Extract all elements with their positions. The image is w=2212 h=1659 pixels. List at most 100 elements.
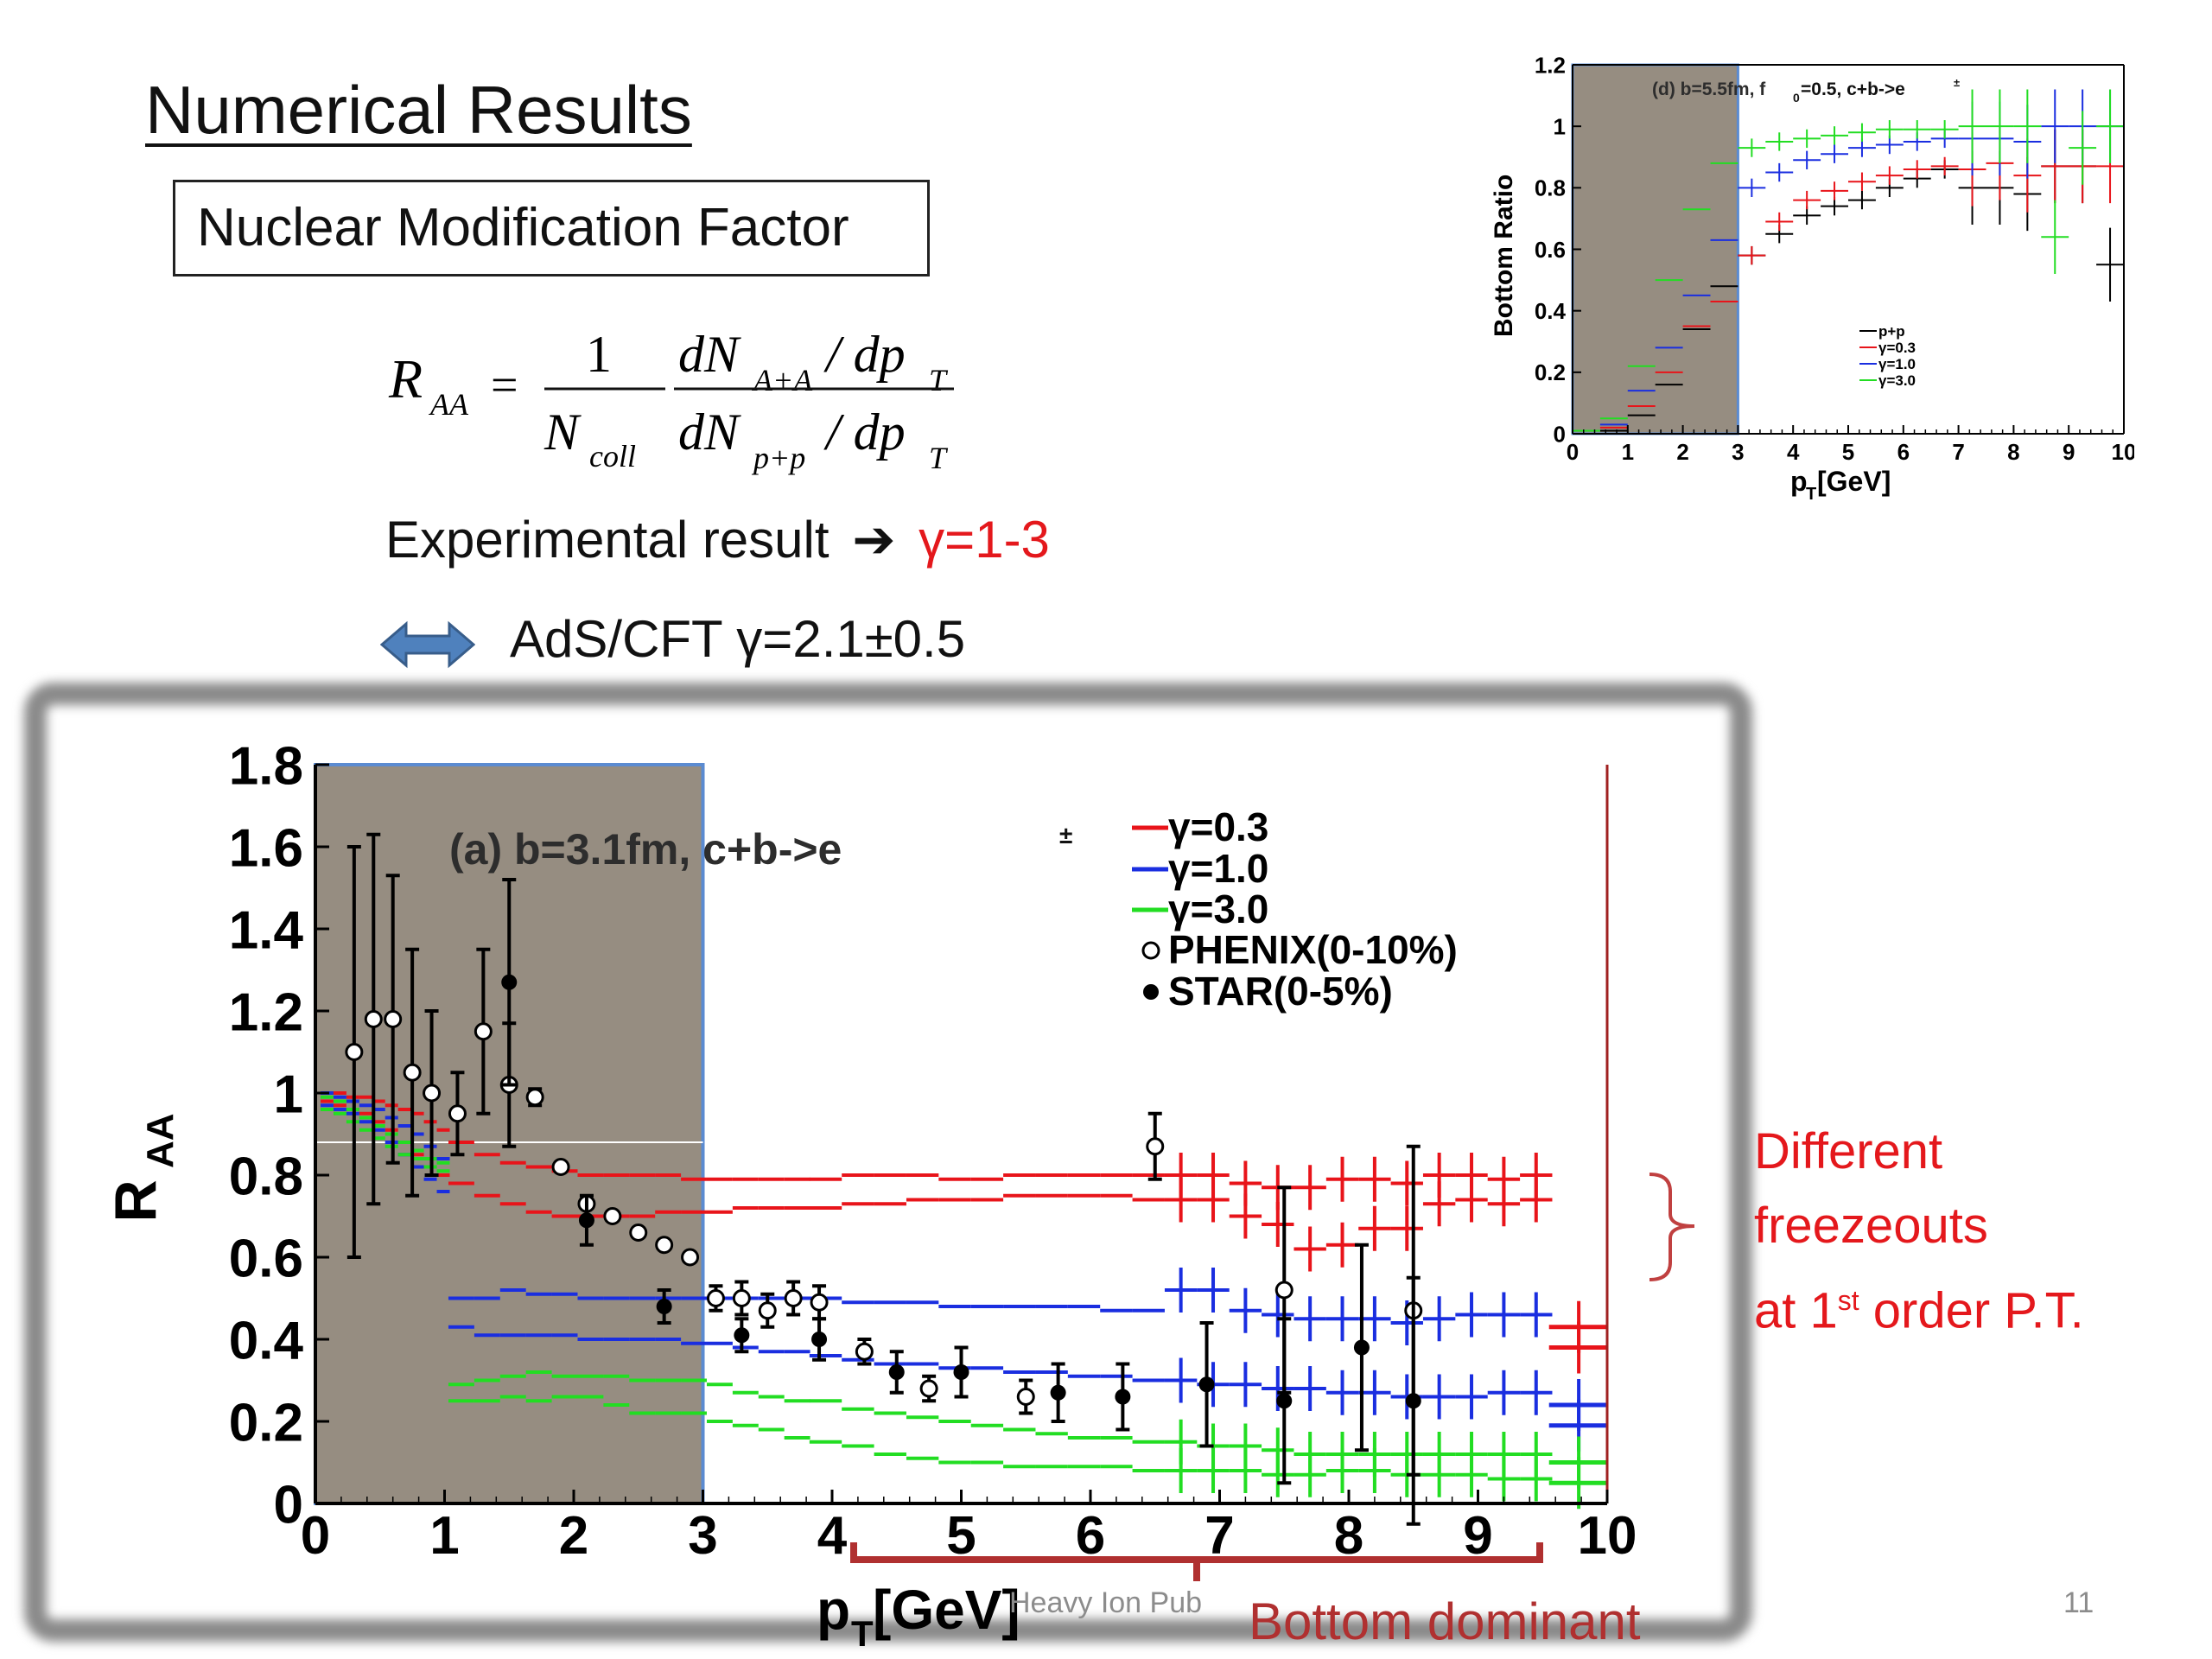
phenix-point bbox=[345, 1043, 364, 1061]
x-tick-label: 7 bbox=[1952, 439, 1964, 465]
first-order-prefix: at 1 bbox=[1754, 1282, 1838, 1339]
legend-phenix: PHENIX(0-10%) bbox=[1168, 927, 1458, 972]
x-tick-label: 8 bbox=[2007, 439, 2019, 465]
inset-shaded-region bbox=[1571, 63, 1739, 435]
formula-den-per: / dp bbox=[823, 404, 906, 461]
freezeout-line-1: Different bbox=[1754, 1123, 1943, 1179]
y-tick-labels: 0 0.2 0.4 0.6 0.8 1 1.2 1.4 1.6 1.8 bbox=[229, 736, 304, 1535]
inset-xlabel-sub: T bbox=[1806, 485, 1816, 504]
legend-gamma03: γ=0.3 bbox=[1168, 804, 1268, 849]
nmf-label: Nuclear Modification Factor bbox=[197, 198, 849, 257]
right-arrow-icon: ➔ bbox=[852, 511, 896, 569]
y-tick-label: 0.6 bbox=[229, 1229, 303, 1288]
x-tick-label: 1 bbox=[429, 1506, 459, 1566]
inset-annotation-sub: 0 bbox=[1793, 91, 1800, 105]
star-point bbox=[734, 1327, 750, 1344]
inset-annotation-sup: ± bbox=[1954, 76, 1960, 89]
formula-den: dN bbox=[678, 404, 741, 461]
inset-legend-g30: γ=3.0 bbox=[1878, 372, 1916, 389]
inset-x-axis-label: p T [GeV] bbox=[1790, 466, 1891, 504]
x-tick-label: 10 bbox=[1578, 1506, 1637, 1566]
x-tick-label: 4 bbox=[1787, 439, 1800, 465]
phenix-point bbox=[758, 1301, 777, 1320]
y-tick-label: 0 bbox=[1554, 421, 1566, 447]
main-annotation: (a) b=3.1fm, c+b->e bbox=[449, 825, 842, 874]
star-point bbox=[1405, 1393, 1421, 1409]
double-arrow-icon bbox=[380, 620, 475, 669]
y-tick-label: 0 bbox=[274, 1475, 303, 1535]
star-point bbox=[953, 1364, 969, 1380]
star-point bbox=[501, 974, 518, 990]
star-point bbox=[1353, 1339, 1370, 1356]
phenix-point bbox=[784, 1289, 803, 1307]
formula-eq: = bbox=[491, 359, 518, 412]
x-tick-label: 3 bbox=[1732, 439, 1744, 465]
phenix-point bbox=[855, 1342, 874, 1361]
formula-lhs-sub: AA bbox=[429, 387, 469, 422]
x-axis-label: p T [GeV] bbox=[817, 1579, 1020, 1650]
inset-xlabel-main: p bbox=[1790, 466, 1808, 497]
star-point bbox=[811, 1332, 828, 1347]
legend-star: STAR(0-5%) bbox=[1168, 969, 1393, 1014]
x-tick-label: 4 bbox=[817, 1506, 848, 1566]
star-point bbox=[888, 1364, 905, 1380]
phenix-point bbox=[423, 1084, 442, 1103]
phenix-point bbox=[474, 1022, 493, 1041]
experimental-line: Experimental result ➔ γ=1-3 bbox=[385, 510, 1050, 570]
y-tick-label: 1.2 bbox=[229, 982, 303, 1042]
formula-num: dN bbox=[678, 326, 741, 383]
y-tick-label: 1.6 bbox=[229, 818, 303, 878]
inset-legend-g03: γ=0.3 bbox=[1878, 340, 1916, 356]
x-tick-labels: 0 1 2 3 4 5 6 7 8 9 10 bbox=[301, 1506, 1637, 1566]
y-tick-label: 0.6 bbox=[1535, 237, 1566, 263]
inset-ylabel: Bottom Ratio bbox=[1490, 175, 1518, 337]
y-tick-label: 1 bbox=[1554, 114, 1566, 140]
phenix-point bbox=[732, 1289, 751, 1307]
y-tick-label: 1 bbox=[274, 1065, 303, 1124]
formula-ncoll: N bbox=[543, 404, 582, 461]
inset-annotation: (d) b=5.5fm, f bbox=[1652, 79, 1766, 99]
phenix-point bbox=[629, 1224, 648, 1242]
inset-xlabel-suffix: [GeV] bbox=[1817, 466, 1891, 497]
legend-gamma10: γ=1.0 bbox=[1168, 846, 1268, 891]
formula-ncoll-sub: coll bbox=[589, 439, 636, 474]
main-legend: γ=0.3 γ=1.0 γ=3.0 PHENIX(0-10%) STAR(0-5… bbox=[1132, 804, 1458, 1014]
experimental-text: Experimental result bbox=[385, 511, 830, 569]
slide-title: Numerical Results bbox=[145, 72, 692, 148]
x-tick-label: 2 bbox=[559, 1506, 588, 1566]
y-tick-label: 1.2 bbox=[1535, 52, 1566, 78]
phenix-point bbox=[525, 1088, 544, 1107]
x-tick-label: 6 bbox=[1076, 1506, 1105, 1566]
star-point bbox=[578, 1212, 594, 1229]
phenix-point bbox=[551, 1158, 570, 1176]
xlabel-sub: T bbox=[851, 1613, 874, 1650]
inset-annotation-suffix: =0.5, c+b->e bbox=[1801, 79, 1905, 99]
x-tick-label: 9 bbox=[2063, 439, 2075, 465]
phenix-point bbox=[1274, 1281, 1294, 1300]
formula-den-sub: p+p bbox=[751, 441, 805, 475]
phenix-point bbox=[681, 1248, 700, 1267]
x-tick-label: 5 bbox=[1842, 439, 1854, 465]
x-tick-label: 2 bbox=[1676, 439, 1688, 465]
page-number: 11 bbox=[2063, 1586, 2094, 1619]
ylabel-main: R bbox=[103, 1179, 168, 1222]
inset-legend: p+p γ=0.3 γ=1.0 γ=3.0 bbox=[1859, 323, 1916, 389]
legend-gamma30: γ=3.0 bbox=[1168, 887, 1268, 931]
phenix-point bbox=[364, 1010, 383, 1028]
bottom-ratio-chart: 0 0.2 0.4 0.6 0.8 1 1.2 0 1 2 3 4 5 6 7 8 9 10 (d) b=5.5… bbox=[1490, 52, 2134, 504]
formula-num-per: / dp bbox=[823, 326, 906, 383]
xlabel-main: p bbox=[817, 1579, 850, 1641]
formula-one: 1 bbox=[586, 326, 612, 383]
first-order-sup: st bbox=[1837, 1285, 1859, 1316]
formula-lhs: R bbox=[388, 348, 423, 410]
x-tick-label: 0 bbox=[1567, 439, 1579, 465]
x-tick-label: 0 bbox=[301, 1506, 330, 1566]
star-point bbox=[1198, 1376, 1215, 1393]
formula-den-per-sub: T bbox=[929, 441, 949, 475]
star-point bbox=[656, 1299, 672, 1314]
footer-text: Heavy Ion Pub bbox=[1009, 1586, 1203, 1619]
legend-star-marker bbox=[1143, 984, 1159, 1000]
first-order-suffix: order P.T. bbox=[1859, 1282, 2084, 1339]
x-tick-label: 6 bbox=[1897, 439, 1910, 465]
star-point bbox=[1276, 1393, 1293, 1409]
